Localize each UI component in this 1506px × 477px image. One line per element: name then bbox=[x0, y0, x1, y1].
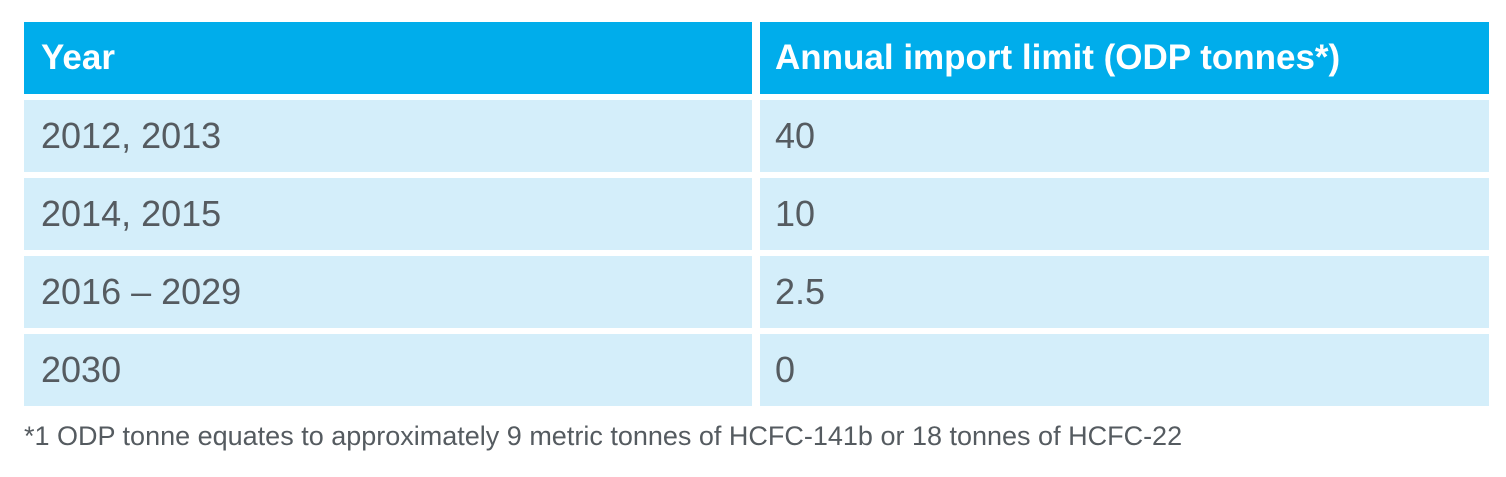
limit-cell: 40 bbox=[760, 100, 1489, 172]
header-year: Year bbox=[24, 22, 752, 94]
year-cell: 2012, 2013 bbox=[24, 100, 752, 172]
import-limit-table: Year Annual import limit (ODP tonnes*) 2… bbox=[24, 22, 1489, 412]
table-header-row: Year Annual import limit (ODP tonnes*) bbox=[24, 22, 1489, 94]
limit-cell: 2.5 bbox=[760, 256, 1489, 328]
table-row: 2012, 2013 40 bbox=[24, 100, 1489, 172]
table-row: 2030 0 bbox=[24, 334, 1489, 406]
table-row: 2014, 2015 10 bbox=[24, 178, 1489, 250]
limit-cell: 0 bbox=[760, 334, 1489, 406]
year-cell: 2016 – 2029 bbox=[24, 256, 752, 328]
header-import-limit: Annual import limit (ODP tonnes*) bbox=[760, 22, 1489, 94]
year-cell: 2030 bbox=[24, 334, 752, 406]
year-cell: 2014, 2015 bbox=[24, 178, 752, 250]
table-row: 2016 – 2029 2.5 bbox=[24, 256, 1489, 328]
footnote: *1 ODP tonne equates to approximately 9 … bbox=[24, 421, 1183, 451]
limit-cell: 10 bbox=[760, 178, 1489, 250]
